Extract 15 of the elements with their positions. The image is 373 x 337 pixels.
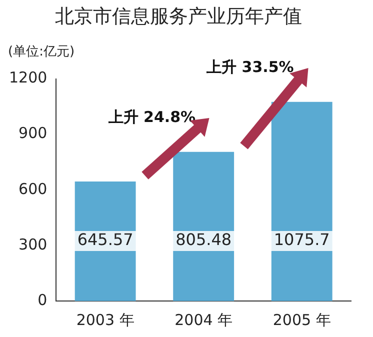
- y-tick-label: 0: [38, 290, 48, 309]
- data-label: 645.57: [77, 230, 134, 250]
- y-tick-label: 1200: [8, 68, 48, 87]
- x-tick-label: 2004 年: [174, 310, 233, 329]
- y-axis-title: (单位:亿元): [8, 44, 75, 60]
- x-tick-label: 2003 年: [76, 310, 134, 329]
- y-tick-label: 900: [18, 124, 48, 142]
- annotation: 上升 24.8%: [108, 108, 196, 127]
- chart-title: 北京市信息服务产业历年产值: [55, 5, 302, 28]
- x-tick-label: 2005 年: [272, 310, 331, 329]
- y-tick-label: 300: [18, 235, 48, 254]
- data-label: 1075.7: [274, 230, 330, 250]
- data-label: 805.48: [176, 230, 232, 250]
- text: 上升 33.5%: [206, 58, 294, 77]
- y-tick-label: 600: [18, 180, 48, 198]
